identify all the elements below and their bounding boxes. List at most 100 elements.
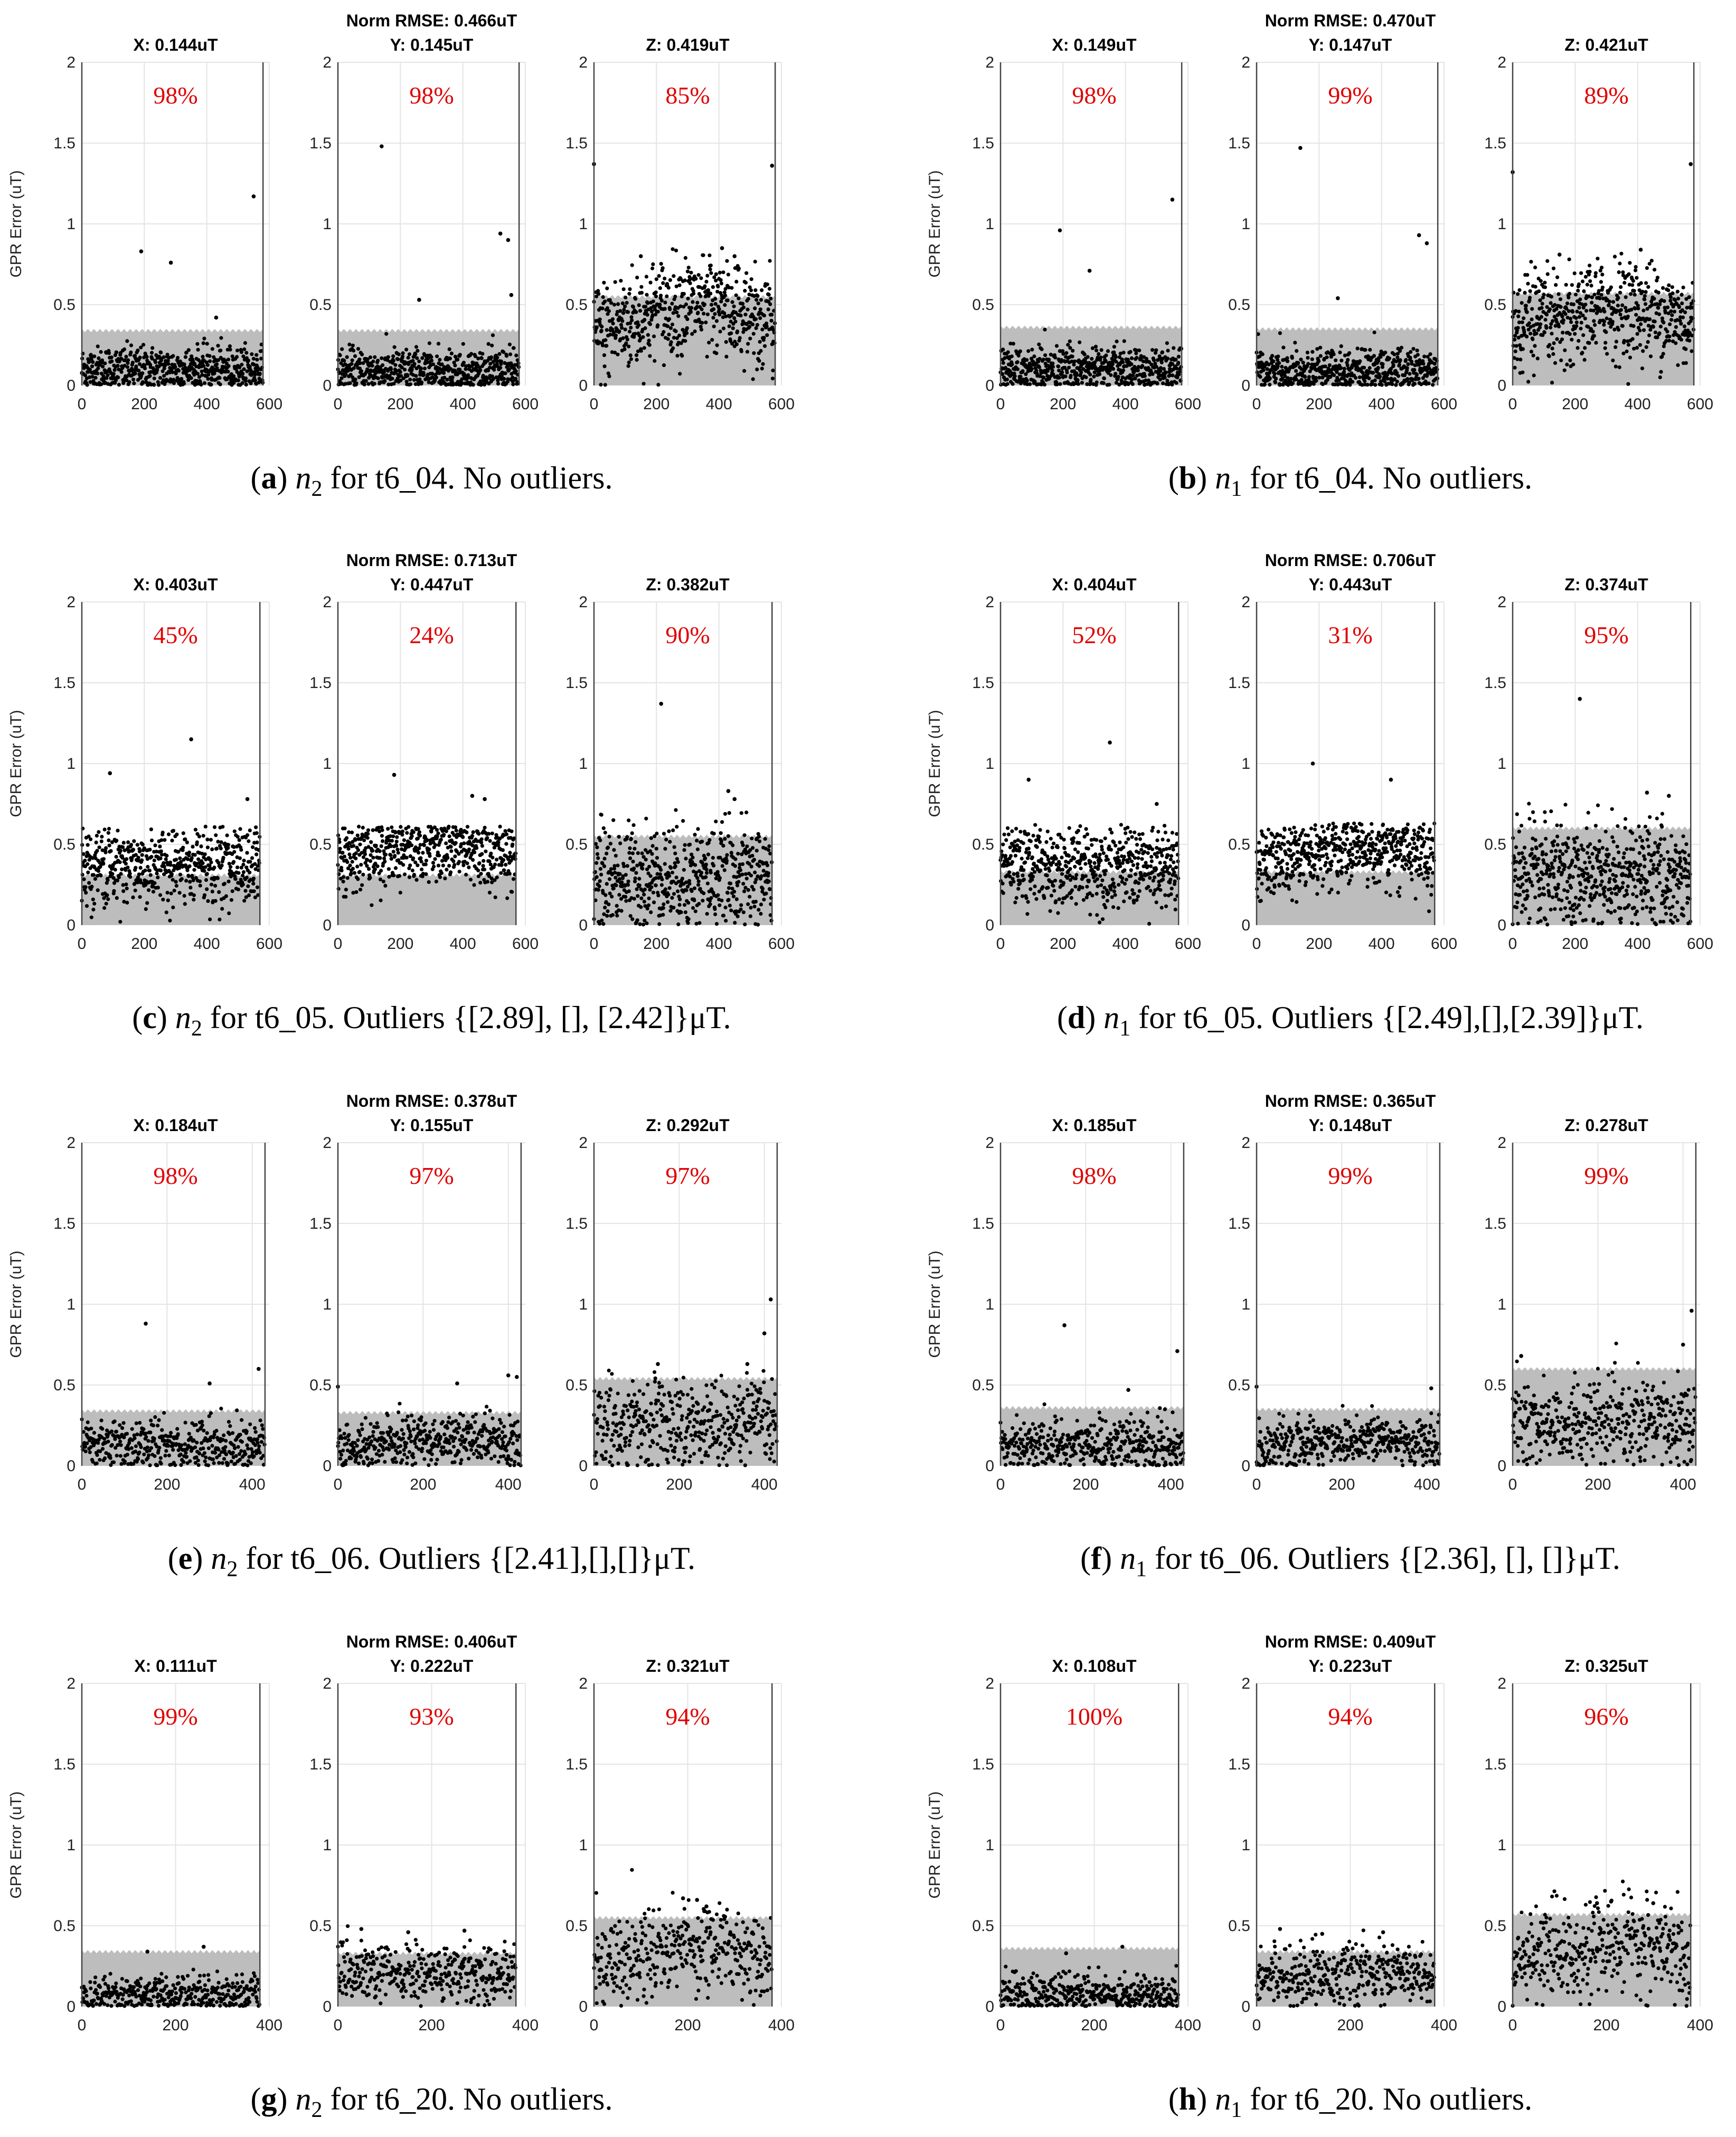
data-point bbox=[1646, 340, 1650, 344]
data-point bbox=[767, 293, 771, 297]
data-point bbox=[485, 359, 490, 363]
data-point bbox=[625, 864, 629, 868]
data-point bbox=[709, 303, 714, 307]
y-tick-label: 2 bbox=[67, 594, 76, 611]
data-point bbox=[350, 830, 354, 835]
data-point bbox=[1155, 381, 1159, 386]
data-point bbox=[376, 359, 380, 363]
data-point bbox=[126, 865, 130, 870]
data-point bbox=[411, 359, 415, 363]
data-point bbox=[1617, 270, 1621, 275]
data-point bbox=[114, 378, 118, 382]
data-point bbox=[1617, 365, 1621, 370]
caption-node: n bbox=[1215, 460, 1231, 495]
data-point bbox=[1383, 351, 1388, 355]
subplot-title: Y: 0.447uT bbox=[390, 575, 474, 594]
data-point bbox=[1648, 354, 1653, 359]
data-point bbox=[467, 848, 471, 852]
data-point bbox=[1653, 268, 1657, 272]
data-point bbox=[1549, 325, 1553, 330]
data-point bbox=[1076, 382, 1080, 386]
data-point bbox=[1544, 326, 1549, 330]
data-point bbox=[467, 865, 471, 870]
data-point bbox=[1679, 337, 1684, 342]
data-point bbox=[368, 875, 372, 880]
data-point bbox=[343, 382, 347, 386]
data-point bbox=[737, 266, 741, 270]
data-point bbox=[699, 325, 703, 329]
data-point bbox=[1074, 373, 1079, 377]
data-point bbox=[670, 302, 674, 306]
data-point bbox=[452, 863, 457, 867]
coverage-percent: 24% bbox=[409, 622, 454, 648]
data-point bbox=[97, 356, 101, 361]
data-point bbox=[1357, 375, 1362, 380]
data-point bbox=[445, 868, 449, 872]
subplot-title: X: 0.403uT bbox=[133, 575, 218, 594]
data-point bbox=[410, 367, 414, 371]
data-point bbox=[682, 291, 686, 296]
data-point bbox=[97, 845, 101, 850]
data-point bbox=[625, 337, 629, 342]
data-point bbox=[434, 375, 439, 380]
data-point bbox=[768, 302, 772, 306]
data-point bbox=[1605, 316, 1609, 321]
data-point-high bbox=[1058, 228, 1062, 233]
data-point bbox=[397, 352, 401, 356]
data-point bbox=[197, 375, 202, 379]
data-point bbox=[708, 267, 712, 271]
data-point-high bbox=[770, 164, 775, 168]
data-point bbox=[138, 355, 142, 360]
data-point bbox=[610, 317, 615, 321]
data-point bbox=[746, 342, 750, 346]
data-point bbox=[490, 343, 494, 347]
y-tick-label: 1.5 bbox=[53, 135, 76, 152]
data-point bbox=[398, 874, 402, 878]
data-point bbox=[507, 368, 511, 372]
data-point bbox=[675, 310, 679, 315]
data-point bbox=[351, 867, 355, 871]
data-point bbox=[469, 352, 474, 356]
y-tick-label: 0.5 bbox=[1484, 296, 1506, 314]
data-point bbox=[1416, 353, 1420, 357]
data-point bbox=[1109, 373, 1113, 377]
data-point bbox=[236, 378, 240, 383]
data-point bbox=[1665, 305, 1670, 309]
data-point bbox=[1641, 328, 1646, 332]
data-point bbox=[628, 353, 633, 357]
data-point bbox=[639, 285, 644, 289]
data-point bbox=[254, 382, 258, 386]
data-point bbox=[154, 360, 158, 364]
data-point bbox=[1170, 382, 1174, 387]
data-point bbox=[1162, 367, 1166, 371]
data-point bbox=[1112, 345, 1116, 349]
data-point bbox=[398, 890, 402, 895]
data-point bbox=[173, 365, 177, 369]
data-point bbox=[437, 853, 441, 858]
data-point bbox=[346, 846, 351, 851]
data-point bbox=[1051, 361, 1055, 365]
data-point bbox=[1277, 361, 1281, 365]
data-point bbox=[1542, 331, 1546, 335]
data-point bbox=[722, 290, 727, 295]
data-point bbox=[1592, 293, 1597, 297]
data-point bbox=[1075, 378, 1080, 382]
data-point bbox=[216, 358, 221, 362]
data-point bbox=[192, 373, 196, 377]
data-point bbox=[389, 367, 393, 371]
data-point bbox=[1015, 367, 1020, 371]
data-point bbox=[668, 278, 672, 283]
data-point bbox=[215, 846, 219, 851]
data-point bbox=[632, 897, 636, 901]
data-point bbox=[202, 381, 207, 385]
data-point bbox=[605, 914, 609, 918]
data-point bbox=[1084, 375, 1088, 380]
data-point-high bbox=[1298, 146, 1303, 150]
data-point bbox=[166, 832, 171, 836]
data-point bbox=[259, 356, 263, 361]
data-point bbox=[166, 898, 170, 902]
data-point bbox=[1415, 349, 1419, 353]
data-point bbox=[399, 825, 403, 829]
data-point bbox=[402, 838, 407, 842]
data-point bbox=[694, 277, 698, 281]
